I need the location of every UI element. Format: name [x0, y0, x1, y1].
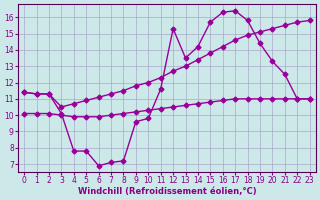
X-axis label: Windchill (Refroidissement éolien,°C): Windchill (Refroidissement éolien,°C)	[77, 187, 256, 196]
